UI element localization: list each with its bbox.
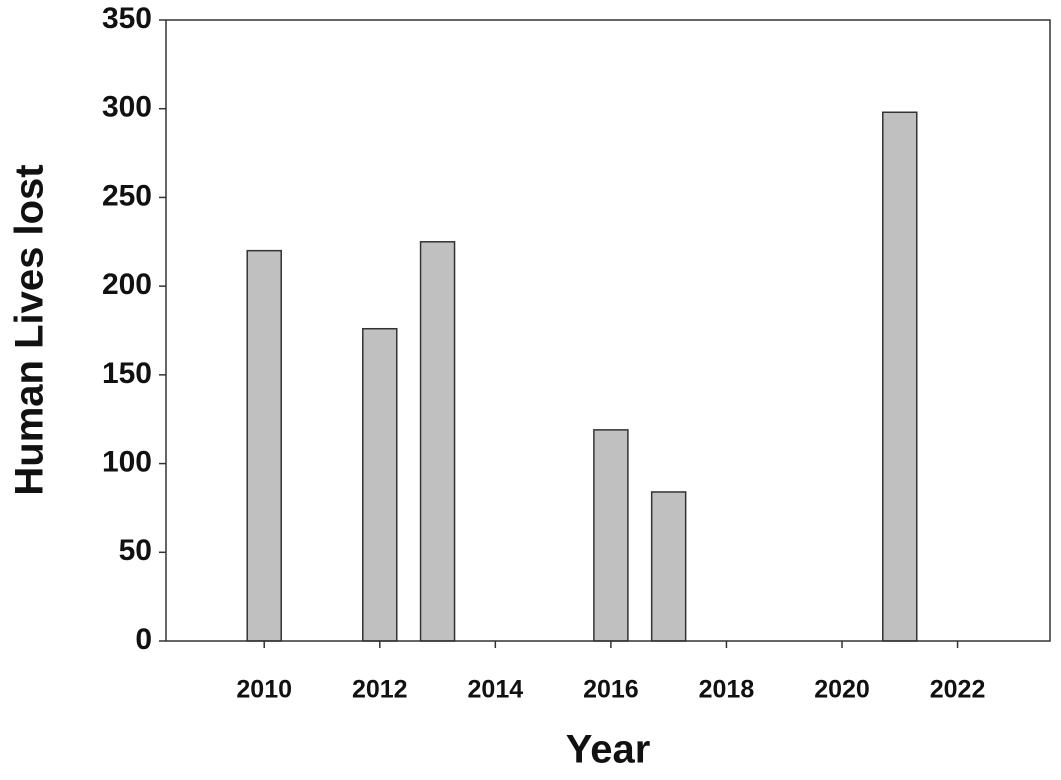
y-tick-label: 150 <box>102 357 152 390</box>
y-tick-label: 0 <box>135 623 152 656</box>
y-tick-label: 300 <box>102 91 152 124</box>
x-tick-label: 2010 <box>236 676 292 704</box>
y-tick-label: 50 <box>119 534 152 567</box>
x-tick-label: 2020 <box>814 676 870 704</box>
bar <box>419 241 456 642</box>
y-tick-label: 200 <box>102 268 152 301</box>
bar <box>246 249 282 642</box>
y-axis-title: Human Lives lost <box>8 164 52 495</box>
x-tick-label: 2016 <box>583 676 639 704</box>
plot-frame <box>165 19 1051 642</box>
x-axis-title: Year <box>566 728 651 772</box>
y-tick-label: 350 <box>102 2 152 35</box>
y-tick-label: 100 <box>102 445 152 478</box>
x-tick-label: 2018 <box>699 676 755 704</box>
bar <box>593 429 629 642</box>
x-tick-label: 2012 <box>352 676 408 704</box>
x-tick-label: 2022 <box>930 676 986 704</box>
y-tick-label: 250 <box>102 179 152 212</box>
bar <box>882 111 918 642</box>
x-tick-label: 2014 <box>468 676 524 704</box>
bar <box>650 491 687 642</box>
bar <box>362 327 398 642</box>
